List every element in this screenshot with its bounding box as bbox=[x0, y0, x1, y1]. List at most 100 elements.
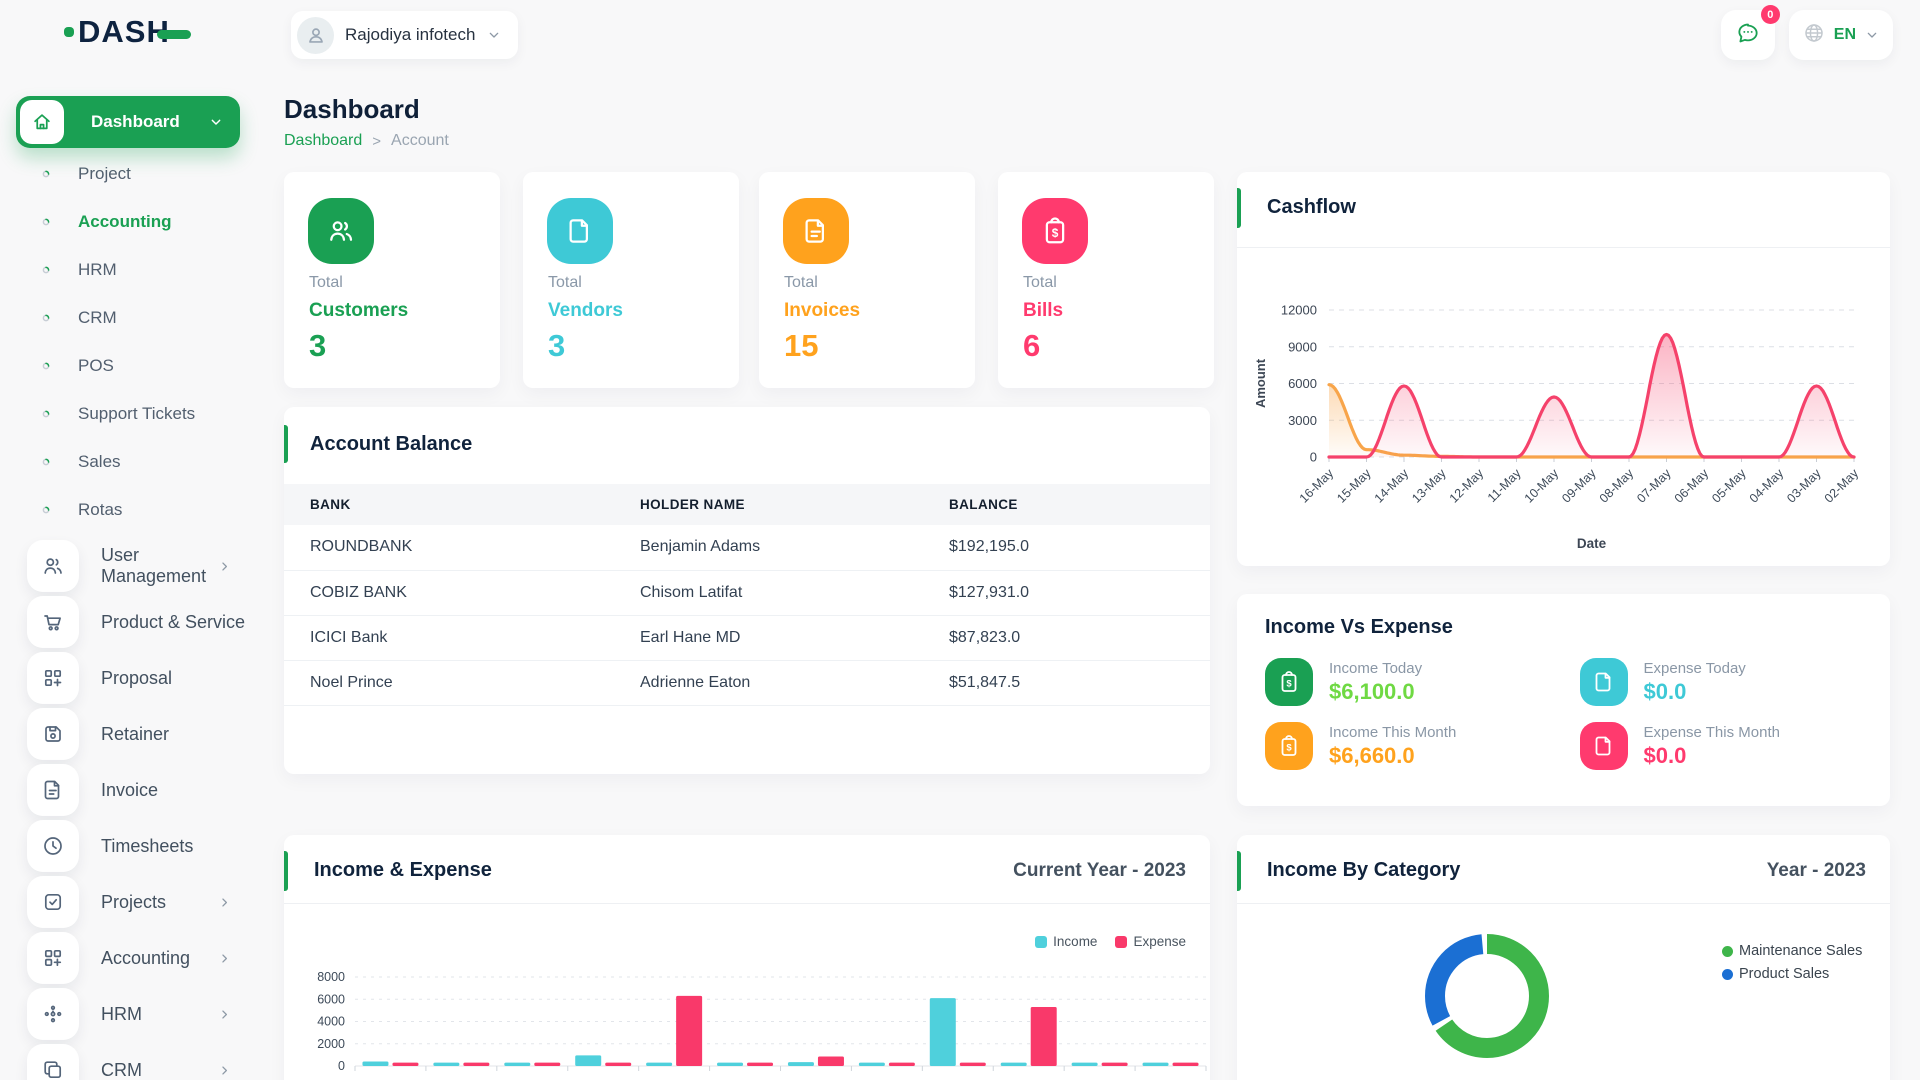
svg-text:13-May: 13-May bbox=[1409, 466, 1449, 506]
svg-text:$: $ bbox=[1052, 226, 1059, 240]
sidebar-item-product-service[interactable]: Product & Service bbox=[0, 594, 284, 650]
dots-circle-icon bbox=[27, 988, 79, 1040]
svg-text:0: 0 bbox=[1310, 450, 1317, 465]
sidebar-item-hrm[interactable]: HRM bbox=[0, 986, 284, 1042]
income-expense-chart-card: Income & Expense Current Year - 2023 Inc… bbox=[284, 835, 1210, 1080]
chevron-right-icon bbox=[217, 1063, 232, 1078]
income-by-category-chart bbox=[1425, 934, 1549, 1058]
page-title: Dashboard bbox=[284, 94, 420, 124]
copy-icon bbox=[27, 1044, 79, 1080]
sidebar-item-label: Projects bbox=[101, 891, 167, 912]
sidebar-item-label: Support Tickets bbox=[78, 404, 196, 423]
cell: $192,195.0 bbox=[923, 525, 1210, 571]
chevron-down-icon bbox=[1864, 27, 1880, 43]
stat-prefix: Total bbox=[784, 274, 818, 291]
summary-tile-income-this-month: $ Income This Month $6,660.0 bbox=[1265, 722, 1552, 770]
check-square-icon bbox=[27, 876, 79, 928]
globe-icon bbox=[1802, 21, 1826, 50]
stat-card-bills[interactable]: $ Total Bills 6 bbox=[998, 172, 1214, 388]
qr-icon bbox=[27, 652, 79, 704]
summary-text: Income Today $6,100.0 bbox=[1329, 660, 1422, 705]
legend-swatch bbox=[1722, 945, 1733, 957]
table-body: ROUNDBANK Benjamin Adams $192,195.0 COBIZ B… bbox=[284, 525, 1210, 706]
stat-value: 6 bbox=[1023, 328, 1041, 363]
svg-text:11-May: 11-May bbox=[1485, 466, 1524, 505]
legend-item-maintenance-sales[interactable]: Maintenance Sales bbox=[1722, 943, 1862, 959]
card-title: Account Balance bbox=[310, 433, 473, 455]
note-icon bbox=[1579, 722, 1628, 770]
company-dropdown[interactable]: Rajodiya infotech bbox=[291, 11, 519, 59]
cell: $87,823.0 bbox=[923, 615, 1210, 661]
table-row: Noel Prince Adrienne Eaton $51,847.5 bbox=[284, 660, 1210, 706]
svg-text:Amount: Amount bbox=[1253, 358, 1268, 408]
card-subtitle: Year - 2023 bbox=[1766, 860, 1866, 881]
sidebar-item-hrm[interactable]: HRM bbox=[0, 246, 284, 294]
legend-item-income[interactable]: Income bbox=[1035, 934, 1097, 949]
divider bbox=[1237, 903, 1890, 904]
language-label: EN bbox=[1833, 26, 1856, 43]
stat-card-invoices[interactable]: Total Invoices 15 bbox=[759, 172, 975, 388]
stat-card-vendors[interactable]: Total Vendors 3 bbox=[523, 172, 739, 388]
card-accent-bar bbox=[1237, 188, 1241, 228]
sidebar-item-label: Dashboard bbox=[91, 112, 180, 131]
sidebar-item-crm[interactable]: CRM bbox=[0, 1042, 284, 1080]
sidebar-item-support-tickets[interactable]: Support Tickets bbox=[0, 390, 284, 438]
sidebar-item-dashboard[interactable]: Dashboard bbox=[16, 96, 240, 148]
cell: COBIZ BANK bbox=[284, 570, 614, 616]
cart-icon bbox=[27, 596, 79, 648]
cell: Chisom Latifat bbox=[614, 570, 923, 616]
stat-card-customers[interactable]: Total Customers 3 bbox=[284, 172, 500, 388]
bullet-icon bbox=[40, 504, 52, 516]
svg-text:8000: 8000 bbox=[317, 970, 345, 984]
svg-text:0: 0 bbox=[338, 1059, 345, 1073]
save-icon bbox=[27, 708, 79, 760]
logo-dash-icon bbox=[156, 29, 191, 39]
chevron-right-icon bbox=[217, 951, 232, 966]
summary-tile-income-today: $ Income Today $6,100.0 bbox=[1265, 658, 1552, 706]
brand-logo[interactable]: DASH bbox=[64, 14, 191, 50]
stat-label: Customers bbox=[309, 300, 409, 321]
column-header: HOLDER NAME bbox=[614, 484, 923, 525]
sidebar-item-rotas[interactable]: Rotas bbox=[0, 486, 284, 534]
sidebar-item-sales[interactable]: Sales bbox=[0, 438, 284, 486]
sidebar-item-timesheets[interactable]: Timesheets bbox=[0, 818, 284, 874]
sidebar-item-label: HRM bbox=[78, 260, 117, 279]
sidebar-item-user-management[interactable]: User Management bbox=[0, 538, 284, 594]
sidebar-item-label: CRM bbox=[78, 308, 117, 327]
home-icon bbox=[20, 100, 64, 144]
legend-item-product-sales[interactable]: Product Sales bbox=[1722, 966, 1862, 982]
sidebar-item-crm[interactable]: CRM bbox=[0, 294, 284, 342]
legend-item-expense[interactable]: Expense bbox=[1115, 934, 1186, 949]
stat-value: 3 bbox=[309, 328, 327, 363]
users-icon bbox=[308, 198, 374, 264]
sidebar-item-accounting[interactable]: Accounting bbox=[0, 198, 284, 246]
svg-text:05-May: 05-May bbox=[1709, 466, 1749, 506]
clipboard-icon: $ bbox=[1265, 722, 1313, 770]
sidebar-item-projects[interactable]: Projects bbox=[0, 874, 284, 930]
svg-text:07-May: 07-May bbox=[1634, 466, 1674, 506]
users-icon bbox=[27, 540, 79, 592]
header-actions: 0 EN bbox=[1720, 5, 1893, 60]
breadcrumb-item[interactable]: Dashboard bbox=[284, 132, 363, 149]
language-selector[interactable]: EN bbox=[1788, 10, 1893, 60]
sidebar-item-label: Retainer bbox=[101, 723, 170, 744]
sidebar: Dashboard Project Accounting HRM CRM POS Supp… bbox=[0, 70, 284, 1080]
chevron-right-icon bbox=[217, 559, 232, 574]
grid-plus-icon bbox=[27, 932, 79, 984]
card-accent-bar bbox=[284, 851, 288, 891]
sidebar-item-proposal[interactable]: Proposal bbox=[0, 650, 284, 706]
card-accent-bar bbox=[1237, 851, 1241, 891]
sidebar-item-invoice[interactable]: Invoice bbox=[0, 762, 284, 818]
sidebar-item-pos[interactable]: POS bbox=[0, 342, 284, 390]
svg-text:3000: 3000 bbox=[1288, 413, 1317, 428]
card-accent-bar bbox=[284, 425, 288, 463]
bullet-icon bbox=[40, 264, 52, 276]
sidebar-item-retainer[interactable]: Retainer bbox=[0, 706, 284, 762]
bullet-icon bbox=[40, 312, 52, 324]
notifications-button[interactable]: 0 bbox=[1720, 5, 1780, 60]
sidebar-item-project[interactable]: Project bbox=[0, 150, 284, 198]
summary-value: $0.0 bbox=[1643, 678, 1687, 704]
sidebar-item-accounting[interactable]: Accounting bbox=[0, 930, 284, 986]
chevron-right-icon bbox=[217, 895, 232, 910]
dashboard-submenu: Project Accounting HRM CRM POS Support Ticket… bbox=[0, 150, 284, 534]
